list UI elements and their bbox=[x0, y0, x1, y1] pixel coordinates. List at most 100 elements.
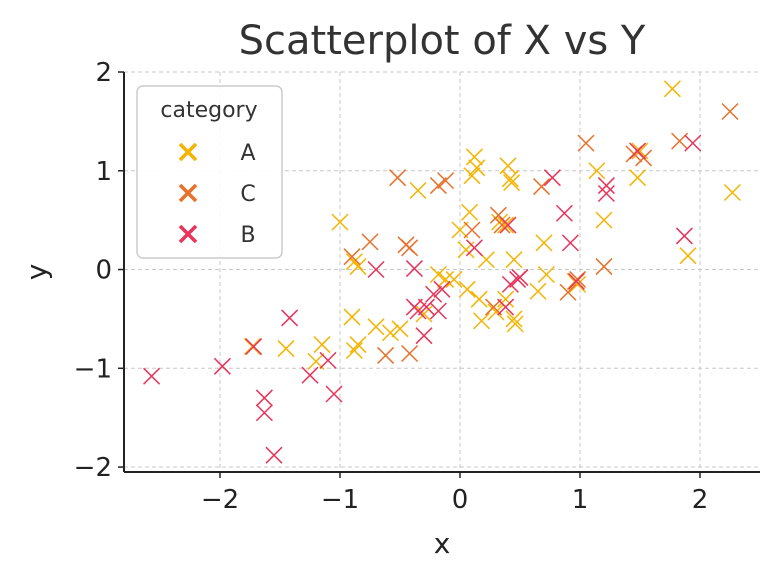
data-point-a bbox=[588, 162, 606, 180]
data-point-b bbox=[319, 351, 337, 369]
data-point-a bbox=[505, 251, 523, 269]
data-point-c bbox=[485, 298, 503, 316]
data-point-a bbox=[468, 159, 486, 177]
data-point-a bbox=[381, 324, 399, 342]
legend-box bbox=[136, 85, 283, 259]
data-point-a bbox=[529, 282, 547, 300]
data-point-a bbox=[595, 211, 613, 229]
data-point-a bbox=[535, 234, 553, 252]
legend: category ACB bbox=[136, 85, 283, 259]
data-point-a bbox=[461, 203, 479, 221]
data-point-a bbox=[277, 340, 295, 358]
tick-labels: −2 −1 0 1 2 −2 −1 0 1 2 bbox=[74, 58, 709, 515]
chart-title: Scatterplot of X vs Y bbox=[239, 18, 646, 64]
data-point-b bbox=[425, 285, 443, 303]
data-point-a bbox=[569, 275, 587, 293]
data-point-b bbox=[629, 142, 647, 160]
data-point-a bbox=[343, 308, 361, 326]
data-point-a bbox=[497, 290, 515, 308]
x-tick-label: 2 bbox=[692, 485, 709, 515]
data-point-b bbox=[499, 216, 517, 234]
data-point-b bbox=[255, 389, 273, 407]
data-point-a bbox=[679, 247, 697, 265]
data-point-b bbox=[255, 404, 273, 422]
data-point-a bbox=[497, 216, 515, 234]
data-point-a bbox=[349, 336, 367, 354]
data-point-b bbox=[511, 268, 529, 286]
data-point-c bbox=[721, 102, 739, 121]
data-point-a bbox=[505, 310, 523, 328]
data-point-a bbox=[503, 174, 521, 192]
legend-item-a: A bbox=[178, 141, 256, 166]
data-point-b bbox=[265, 446, 283, 464]
data-point-a bbox=[429, 265, 447, 283]
data-point-c bbox=[377, 346, 395, 364]
data-point-b bbox=[415, 327, 433, 345]
data-point-a bbox=[331, 213, 349, 231]
data-point-a bbox=[445, 270, 463, 288]
data-point-c bbox=[401, 344, 419, 363]
data-point-a bbox=[345, 341, 363, 360]
legend-label: A bbox=[240, 141, 255, 166]
data-point-c bbox=[343, 248, 361, 266]
data-point-a bbox=[458, 280, 476, 298]
legend-item-b: B bbox=[178, 223, 256, 248]
data-point-a bbox=[663, 80, 681, 98]
data-point-b bbox=[684, 134, 702, 152]
legend-title: category bbox=[160, 98, 257, 123]
data-point-b bbox=[597, 184, 615, 203]
data-point-b bbox=[497, 298, 515, 316]
legend-item-c: C bbox=[178, 182, 256, 207]
data-point-a bbox=[409, 181, 427, 200]
data-point-a bbox=[313, 336, 331, 354]
data-point-a bbox=[451, 221, 469, 239]
data-point-b bbox=[301, 366, 319, 384]
data-point-c bbox=[577, 134, 595, 152]
data-point-c bbox=[533, 178, 551, 196]
data-point-a bbox=[470, 290, 488, 308]
data-point-c bbox=[595, 258, 613, 276]
x-tick-label: −1 bbox=[321, 485, 359, 515]
data-point-a bbox=[487, 303, 505, 321]
data-point-b bbox=[405, 260, 423, 278]
data-point-a bbox=[506, 315, 524, 333]
legend-label: C bbox=[240, 182, 255, 207]
y-tick-label: −1 bbox=[74, 354, 112, 384]
legend-label: B bbox=[240, 223, 255, 248]
data-point-b bbox=[409, 302, 427, 320]
data-point-b bbox=[597, 177, 615, 195]
data-point-b bbox=[213, 357, 231, 375]
data-point-a bbox=[465, 148, 483, 166]
data-point-c bbox=[463, 221, 481, 239]
axes bbox=[118, 71, 760, 478]
data-point-b bbox=[501, 275, 519, 293]
data-point-b bbox=[143, 367, 161, 385]
data-point-a bbox=[437, 270, 455, 288]
x-tick-label: 0 bbox=[452, 485, 469, 515]
data-point-b bbox=[465, 239, 483, 257]
data-point-b bbox=[417, 298, 435, 316]
data-point-a bbox=[415, 305, 433, 323]
y-tick-label: 1 bbox=[95, 157, 112, 187]
data-point-c bbox=[389, 169, 407, 187]
data-point-c bbox=[429, 177, 447, 195]
data-point-a bbox=[349, 258, 367, 276]
y-axis-label: y bbox=[20, 264, 53, 281]
data-point-b bbox=[567, 272, 585, 290]
data-point-a bbox=[463, 167, 481, 185]
data-point-c bbox=[401, 239, 419, 257]
data-point-a bbox=[501, 170, 519, 188]
data-point-b bbox=[429, 302, 447, 320]
data-point-c bbox=[493, 216, 511, 234]
x-axis-label: x bbox=[434, 527, 451, 560]
data-point-a bbox=[367, 318, 385, 336]
data-point-a bbox=[537, 265, 555, 283]
y-tick-label: −2 bbox=[74, 453, 112, 483]
data-point-b bbox=[433, 280, 451, 298]
data-point-a bbox=[473, 312, 491, 330]
y-tick-label: 2 bbox=[95, 58, 112, 88]
data-point-b bbox=[281, 309, 299, 327]
data-point-c bbox=[361, 233, 379, 251]
data-points bbox=[143, 80, 741, 464]
